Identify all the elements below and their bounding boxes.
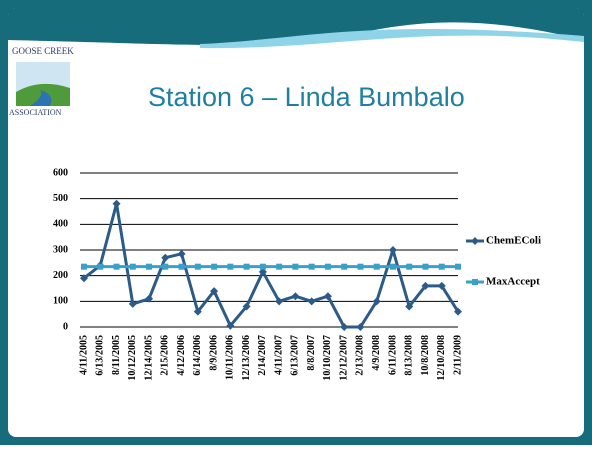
- point: [388, 246, 397, 254]
- logo-creek: [30, 90, 52, 106]
- point: [421, 281, 430, 290]
- x-tick-label: 6/13/2007: [290, 335, 301, 376]
- point: [438, 263, 445, 270]
- point: [307, 297, 316, 306]
- point: [291, 292, 300, 301]
- point: [292, 263, 299, 270]
- point: [129, 263, 136, 270]
- x-tick-label: 6/14/2006: [192, 335, 203, 376]
- point: [275, 297, 284, 306]
- y-tick-label: 500: [53, 193, 68, 204]
- y-tick-label: 200: [53, 270, 68, 281]
- x-tick-label: 2/11/2009: [452, 335, 463, 375]
- point: [146, 263, 153, 270]
- y-tick-label: 400: [53, 219, 68, 230]
- point: [357, 263, 364, 270]
- point: [323, 292, 332, 301]
- point: [226, 321, 235, 330]
- header-wave-light: [200, 29, 584, 49]
- chart-title: Station 6 – Linda Bumbalo: [148, 82, 465, 112]
- point: [341, 263, 348, 270]
- point: [276, 263, 283, 270]
- point: [405, 302, 414, 311]
- x-tick-label: 4/11/2007: [273, 335, 284, 375]
- header-wave: [8, 8, 584, 46]
- legend-marker: [472, 279, 478, 285]
- point: [112, 199, 121, 208]
- y-tick-label: 300: [53, 244, 68, 255]
- point: [177, 249, 186, 258]
- point: [210, 287, 219, 296]
- x-tick-label: 12/12/2007: [338, 335, 349, 381]
- point: [161, 253, 170, 262]
- x-tick-label: 10/8/2008: [420, 335, 431, 376]
- legend-label: ChemEColi: [486, 235, 541, 247]
- x-tick-label: 2/14/2007: [257, 335, 268, 376]
- x-tick-label: 6/13/2005: [95, 335, 106, 376]
- point: [211, 263, 218, 270]
- point: [162, 263, 169, 270]
- point: [193, 307, 202, 316]
- point: [258, 267, 267, 276]
- x-tick-label: 12/10/2008: [436, 335, 447, 381]
- point: [128, 299, 137, 308]
- slide-body: [8, 8, 584, 437]
- x-tick-label: 10/12/2005: [127, 335, 138, 381]
- point: [242, 302, 251, 311]
- point: [80, 274, 88, 283]
- y-tick-label: 600: [53, 167, 68, 178]
- point: [454, 307, 462, 316]
- point: [324, 263, 331, 270]
- x-tick-label: 4/11/2005: [78, 335, 89, 375]
- y-tick-label: 100: [53, 296, 68, 307]
- legend-label: MaxAccept: [486, 276, 540, 288]
- x-tick-label: 2/15/2006: [160, 335, 171, 376]
- point: [372, 297, 381, 306]
- y-tick-label: 0: [63, 321, 68, 332]
- x-tick-label: 12/13/2006: [241, 335, 252, 381]
- point: [373, 263, 380, 270]
- legend-marker: [471, 237, 479, 245]
- point: [113, 263, 120, 270]
- x-tick-label: 12/14/2005: [143, 335, 154, 381]
- x-tick-label: 8/8/2007: [306, 335, 317, 371]
- logo: GOOSE CREEK ASSOCIATION: [9, 46, 74, 117]
- logo-top: GOOSE CREEK: [12, 46, 74, 56]
- point: [259, 263, 266, 270]
- point: [178, 263, 185, 270]
- point: [389, 263, 396, 270]
- x-tick-label: 8/11/2005: [111, 335, 122, 375]
- point: [243, 263, 250, 270]
- point: [308, 263, 315, 270]
- x-tick-label: 8/9/2006: [208, 335, 219, 371]
- point: [406, 263, 413, 270]
- point: [81, 263, 87, 270]
- point: [97, 263, 104, 270]
- point: [145, 294, 154, 303]
- point: [422, 263, 429, 270]
- point: [437, 281, 446, 290]
- point: [194, 263, 201, 270]
- logo-bottom: ASSOCIATION: [9, 108, 62, 117]
- point: [356, 323, 365, 331]
- x-tick-label: 4/9/2008: [371, 335, 382, 371]
- x-tick-label: 10/11/2006: [225, 335, 236, 380]
- point: [340, 323, 349, 331]
- point: [227, 263, 234, 270]
- x-tick-label: 8/13/2008: [404, 335, 415, 376]
- x-tick-label: 4/12/2006: [176, 335, 187, 376]
- x-tick-label: 6/11/2008: [387, 335, 398, 375]
- point: [455, 263, 461, 270]
- x-tick-label: 2/13/2008: [355, 335, 366, 376]
- x-tick-label: 10/10/2007: [322, 335, 333, 381]
